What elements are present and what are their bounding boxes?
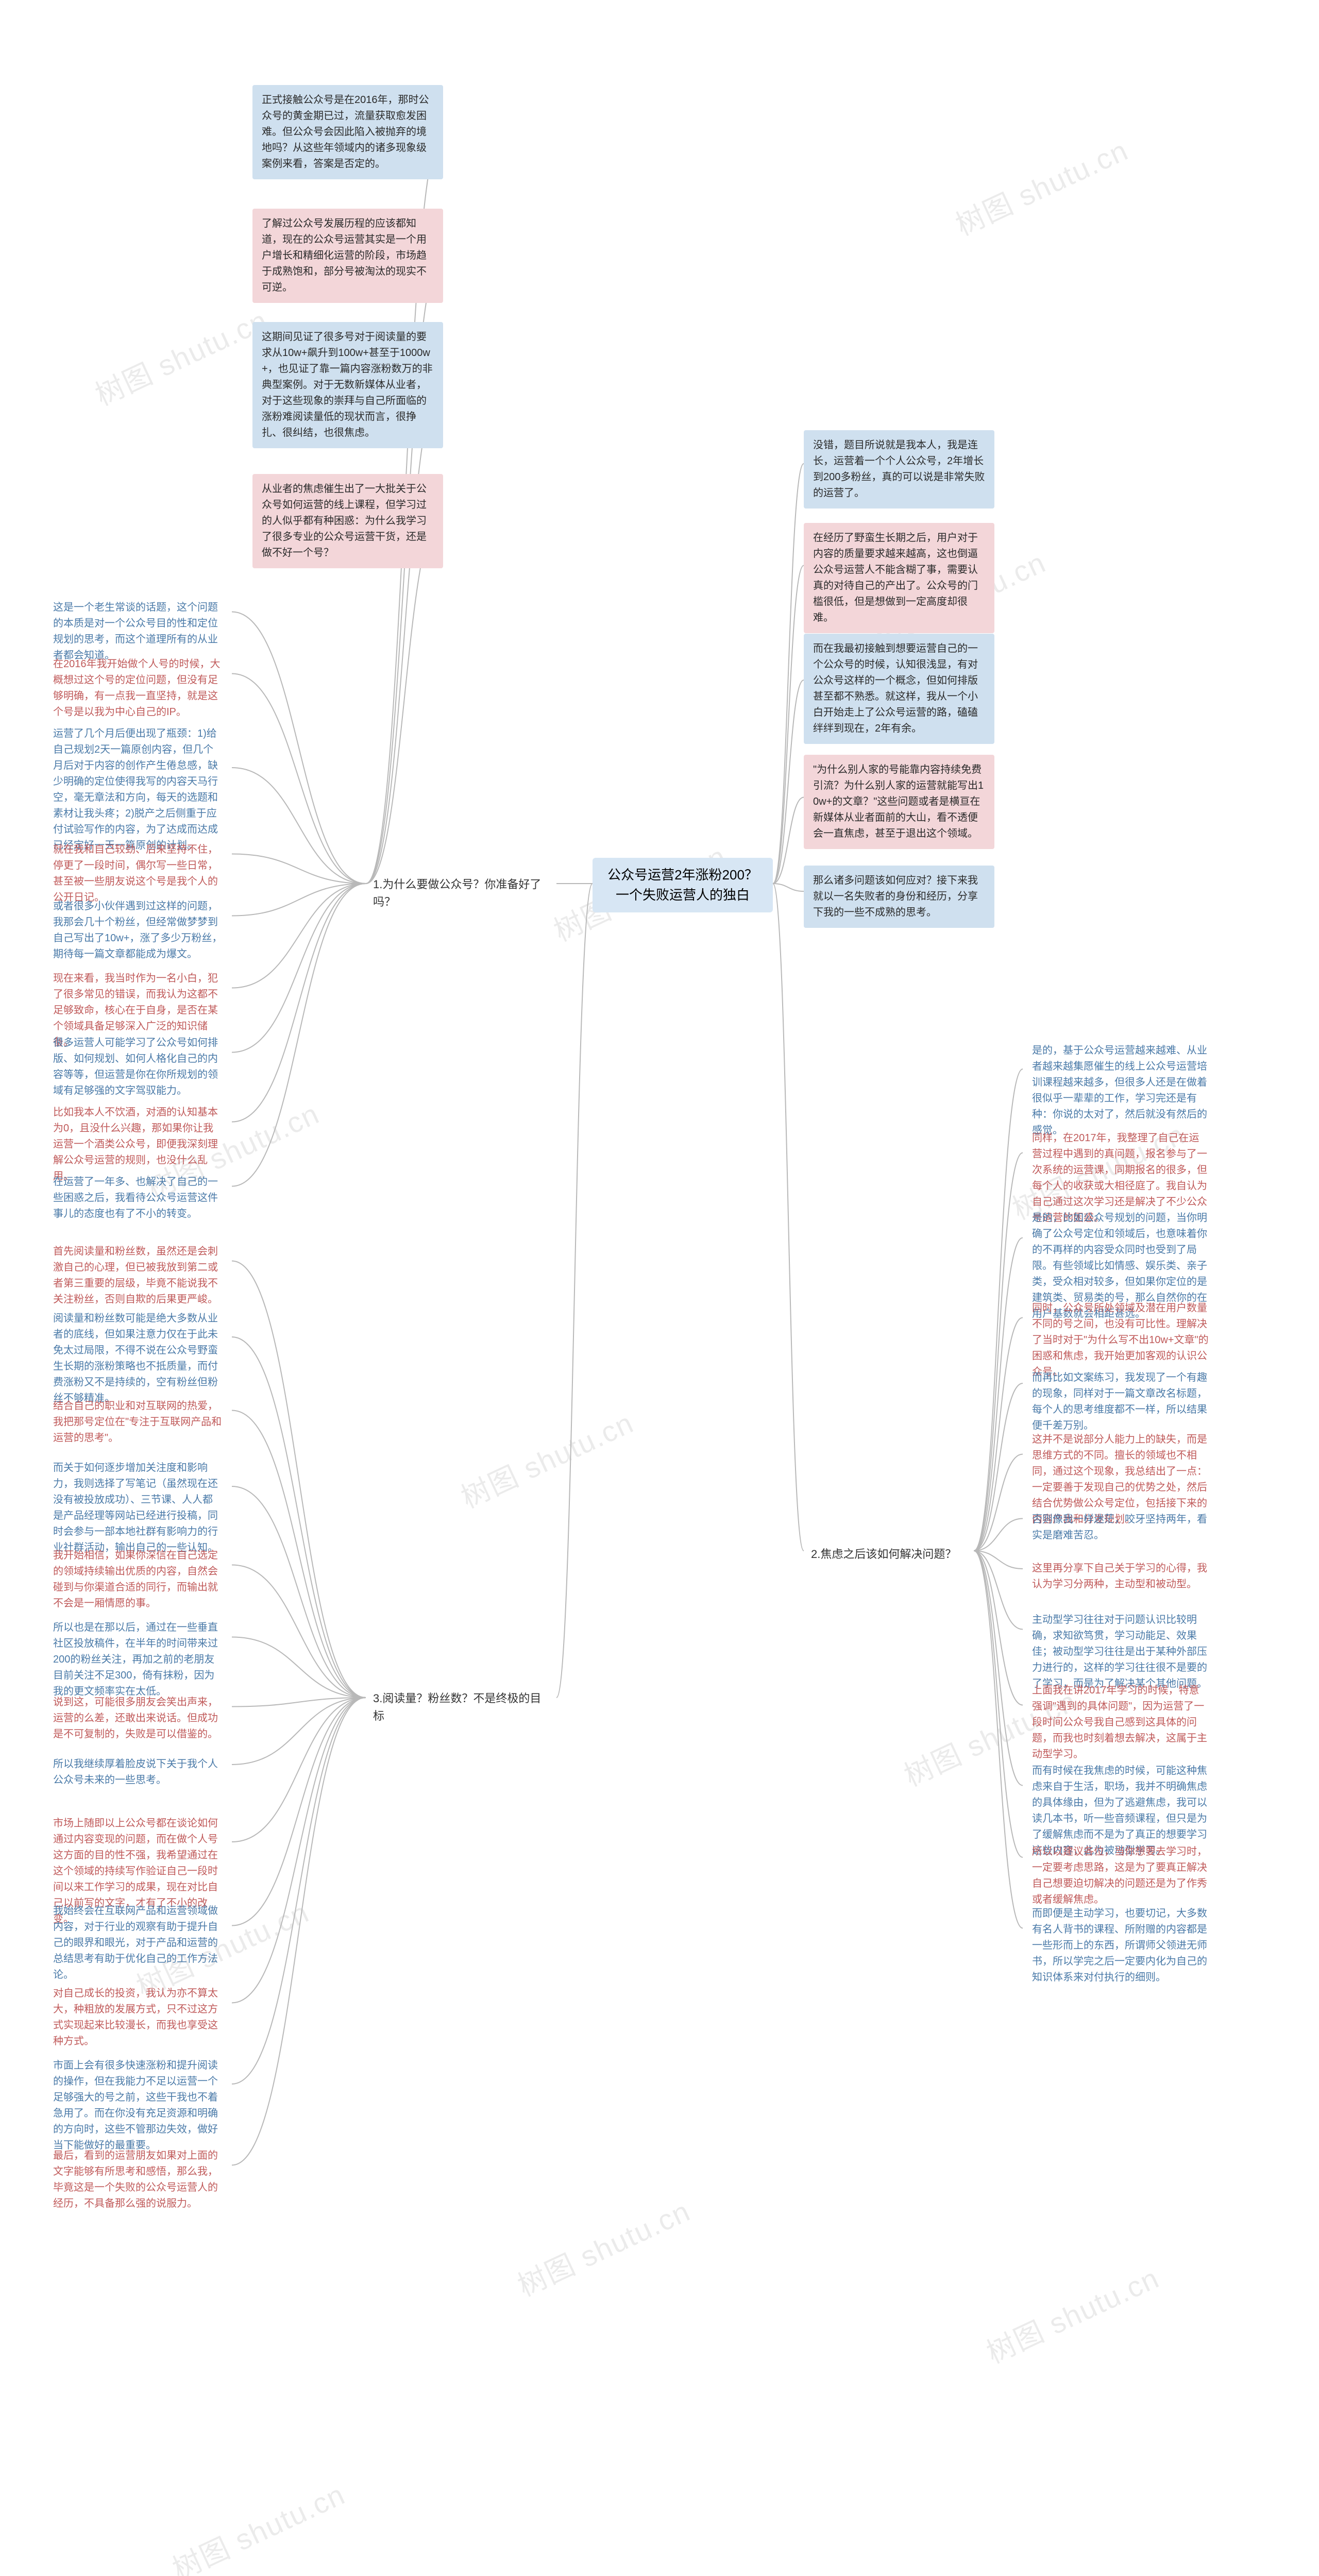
root-node: 公众号运营2年涨粉200？一个失败运营人的独白 xyxy=(593,858,773,912)
left-leaf-16: 所以我继续厚着脸皮说下关于我个人公众号未来的一些思考。 xyxy=(44,1749,232,1795)
right-intro-box-4: 那么诸多问题该如何应对？接下来我就以一名失败者的身份和经历，分享下我的一些不成熟… xyxy=(804,866,994,928)
left-leaf-11: 结合自己的职业和对互联网的热爱，我把那号定位在"专注于互联网产品和运营的思考"。 xyxy=(44,1391,232,1453)
right-leaf-7: 这里再分享下自己关于学习的心得，我认为学习分两种，主动型和被动型。 xyxy=(1023,1553,1219,1600)
watermark: 树图 shutu.cn xyxy=(979,2255,1165,2371)
watermark: 树图 shutu.cn xyxy=(948,127,1135,244)
branch-3-label: 3.阅读量？粉丝数？不是终极的目标 xyxy=(366,1685,556,1730)
right-intro-box-0: 没错，题目所说就是我本人，我是连长，运营着一个个人公众号，2年增长到200多粉丝… xyxy=(804,430,994,509)
watermark: 树图 shutu.cn xyxy=(510,2188,697,2304)
right-intro-box-3: "为什么别人家的号能靠内容持续免费引流？为什么别人家的运营就能写出10w+的文章… xyxy=(804,755,994,849)
intro-box-3: 从业者的焦虑催生出了一大批关于公众号如何运营的线上课程，但学习过的人似乎都有种困… xyxy=(252,474,443,568)
intro-box-0: 正式接触公众号是在2016年，那时公众号的黄金期已过，流量获取愈发困难。但公众号… xyxy=(252,85,443,179)
left-leaf-13: 我开始相信，如果你深信在自己选定的领域持续输出优质的内容，自然会碰到与你渠道合适… xyxy=(44,1540,232,1619)
intro-box-1: 了解过公众号发展历程的应该都知道，现在的公众号运营其实是一个用户增长和精细化运营… xyxy=(252,209,443,303)
left-leaf-8: 在运营了一年多、也解决了自己的一些困惑之后，我看待公众号运营这件事儿的态度也有了… xyxy=(44,1167,232,1229)
left-leaf-18: 我始终会在互联网产品和运营领域做内容，对于行业的观察有助于提升自己的眼界和眼光，… xyxy=(44,1896,232,1990)
left-leaf-6: 很多运营人可能学习了公众号如何排版、如何规划、如何人格化自己的内容等等，但运营是… xyxy=(44,1028,232,1106)
watermark: 树图 shutu.cn xyxy=(165,2471,351,2576)
right-leaf-12: 而即便是主动学习，也要切记，大多数有名人背书的课程、所附赠的内容都是一些形而上的… xyxy=(1023,1899,1219,1993)
branch-1-label: 1.为什么要做公众号？你准备好了吗？ xyxy=(366,871,556,916)
right-intro-box-2: 而在我最初接触到想要运营自己的一个公众号的时候，认知很浅显，有对公众号这样的一个… xyxy=(804,634,994,744)
left-leaf-21: 最后，看到的运营朋友如果对上面的文字能够有所思考和感悟，那么我，毕竟这是一个失败… xyxy=(44,2141,232,2219)
right-intro-box-1: 在经历了野蛮生长期之后，用户对于内容的质量要求越来越高，这也倒逼公众号运营人不能… xyxy=(804,523,994,633)
left-leaf-1: 在2016年我开始做个人号的时候，大概想过这个号的定位问题，但没有足够明确，有一… xyxy=(44,649,232,727)
right-leaf-6: 否则像我一样迷茫，咬牙坚持两年，看实是磨难苦忍。 xyxy=(1023,1504,1219,1551)
left-leaf-19: 对自己成长的投资，我认为亦不算太大，种粗放的发展方式，只不过这方式实现起来比较漫… xyxy=(44,1978,232,2057)
branch-2-label: 2.焦虑之后该如何解决问题？ xyxy=(804,1540,974,1568)
watermark: 树图 shutu.cn xyxy=(453,1400,640,1516)
watermark: 树图 shutu.cn xyxy=(88,297,274,414)
left-leaf-4: 或者很多小伙伴遇到过这样的问题，我那会几十个粉丝，但经常做梦梦到自己写出了10w… xyxy=(44,891,232,970)
left-leaf-15: 说到这，可能很多朋友会笑出声来，运营的么差，还敢出来说话。但成功是不可复制的，失… xyxy=(44,1687,232,1750)
intro-box-2: 这期间见证了很多号对于阅读量的要求从10w+飙升到100w+甚至于1000w+，… xyxy=(252,322,443,448)
